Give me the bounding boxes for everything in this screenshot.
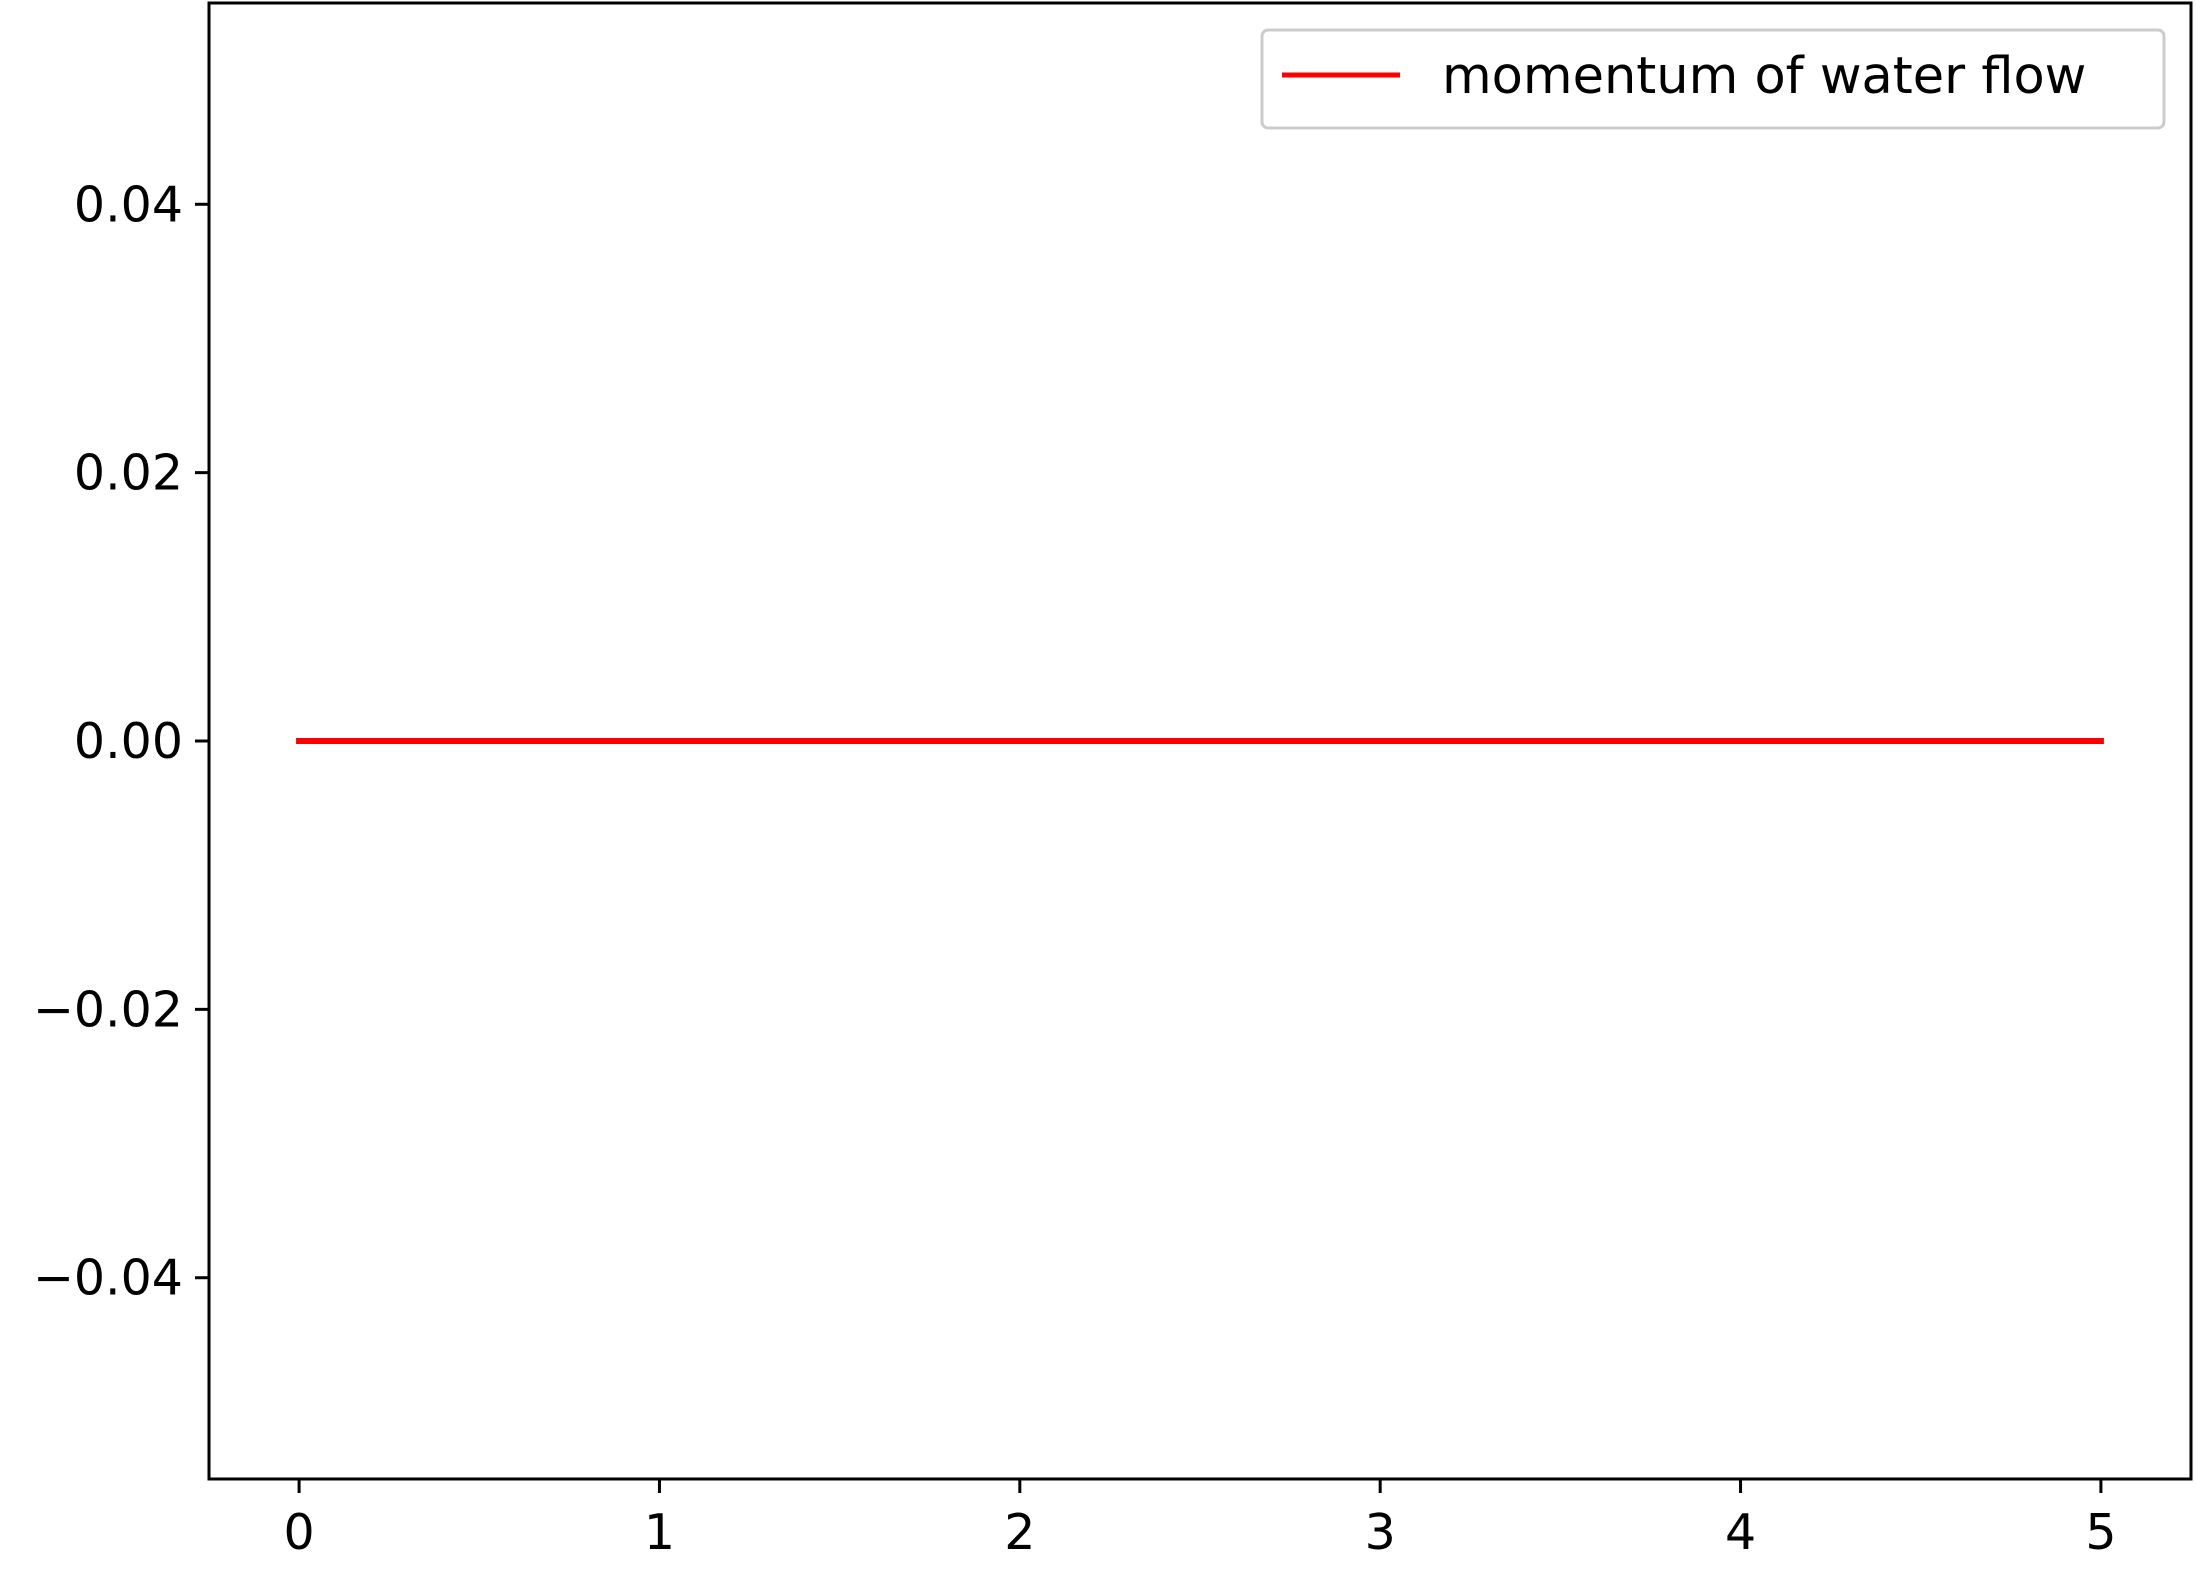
x-tick-label: 0 xyxy=(283,1504,314,1561)
x-tick-label: 3 xyxy=(1365,1504,1396,1561)
x-tick-label: 1 xyxy=(644,1504,675,1561)
legend: momentum of water flow xyxy=(1260,28,2166,130)
y-axis: 0.04 0.02 0.00 −0.02 −0.04 xyxy=(33,176,209,1307)
x-axis: 0 1 2 3 4 5 xyxy=(283,1479,2117,1561)
legend-label: momentum of water flow xyxy=(1442,47,2086,106)
y-tick-label: −0.02 xyxy=(33,981,183,1038)
legend-box xyxy=(1260,28,2166,130)
y-tick-label: 0.00 xyxy=(74,713,183,770)
plot-frame xyxy=(207,1,2193,1481)
x-tick-label: 4 xyxy=(1725,1504,1756,1561)
y-tick-label: 0.04 xyxy=(74,176,183,233)
y-tick-label: 0.02 xyxy=(74,445,183,502)
y-tick-label: −0.04 xyxy=(33,1250,183,1307)
x-tick-label: 2 xyxy=(1004,1504,1035,1561)
x-tick-label: 5 xyxy=(2085,1504,2116,1561)
